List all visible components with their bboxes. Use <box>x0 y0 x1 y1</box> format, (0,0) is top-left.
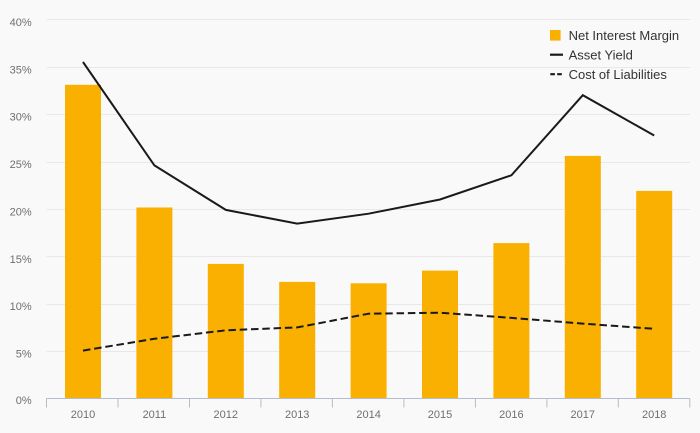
svg-text:2015: 2015 <box>428 409 452 421</box>
svg-text:2010: 2010 <box>71 409 95 421</box>
svg-text:2017: 2017 <box>571 409 595 421</box>
svg-text:10%: 10% <box>10 301 32 313</box>
svg-text:30%: 30% <box>10 112 32 124</box>
svg-text:25%: 25% <box>10 159 32 171</box>
svg-text:2014: 2014 <box>356 409 380 421</box>
svg-text:Net Interest Margin: Net Interest Margin <box>569 28 680 43</box>
svg-text:2018: 2018 <box>642 409 666 421</box>
svg-text:2011: 2011 <box>143 409 167 421</box>
svg-text:35%: 35% <box>10 64 32 76</box>
svg-text:Cost of Liabilities: Cost of Liabilities <box>569 67 668 82</box>
svg-text:2012: 2012 <box>214 409 238 421</box>
svg-text:20%: 20% <box>10 207 32 219</box>
svg-text:2013: 2013 <box>285 409 309 421</box>
svg-text:5%: 5% <box>16 349 32 361</box>
svg-text:0%: 0% <box>16 395 32 407</box>
svg-text:40%: 40% <box>10 17 32 29</box>
svg-text:2016: 2016 <box>499 409 523 421</box>
svg-text:Asset Yield: Asset Yield <box>569 47 633 62</box>
svg-text:15%: 15% <box>10 254 32 266</box>
